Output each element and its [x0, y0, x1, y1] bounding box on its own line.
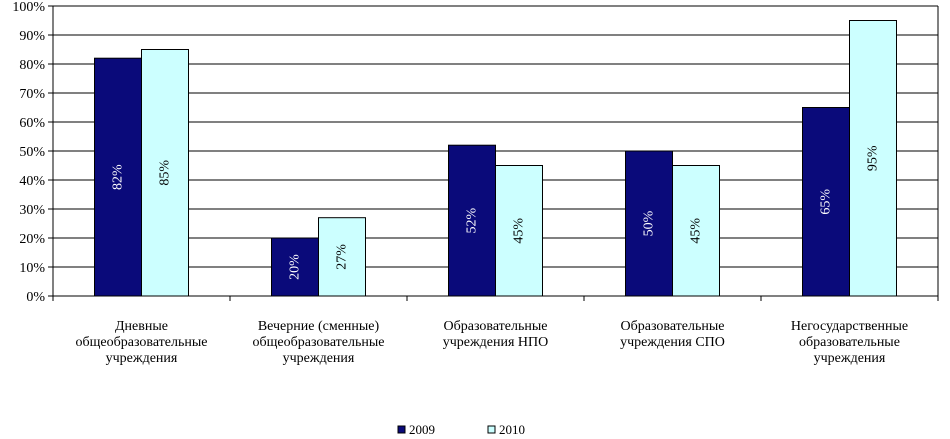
bar-2010-4: [849, 20, 897, 297]
data-label-2010-0: 85%: [158, 160, 173, 186]
category-label: Дневные: [115, 319, 168, 334]
category-label: учреждения: [283, 351, 355, 366]
data-label-2009-0: 82%: [111, 164, 126, 190]
category-label: общеобразовательные: [253, 335, 385, 350]
y-tick-label: 80%: [19, 58, 45, 73]
category-label: Негосударственные: [791, 319, 908, 334]
bar-2010-3: [672, 165, 720, 297]
data-label-2010-4: 95%: [866, 145, 881, 171]
legend-label-2010: 2010: [499, 422, 525, 437]
bar-2010-0: [141, 49, 189, 297]
legend-swatch-2009: [397, 425, 406, 434]
category-label: Вечерние (сменные): [258, 319, 380, 334]
bar-2009-4: [802, 107, 850, 297]
bar-2009-2: [448, 144, 496, 297]
category-label: учреждения: [814, 351, 886, 366]
data-label-2009-3: 50%: [642, 210, 657, 236]
category-label: образовательные: [799, 335, 900, 350]
y-tick-label: 40%: [19, 174, 45, 189]
y-tick-label: 60%: [19, 116, 45, 131]
y-tick-label: 30%: [19, 203, 45, 218]
data-label-2010-2: 45%: [512, 218, 527, 244]
category-label: учреждения НПО: [443, 335, 549, 350]
legend-label-2009: 2009: [409, 422, 435, 437]
legend-swatch-2010: [487, 425, 496, 434]
y-tick-label: 0%: [26, 290, 45, 305]
y-tick-label: 50%: [19, 145, 45, 160]
data-label-2009-1: 20%: [288, 254, 303, 280]
data-label-2009-2: 52%: [465, 207, 480, 233]
y-tick-label: 10%: [19, 261, 45, 276]
data-label-2010-1: 27%: [335, 244, 350, 270]
category-label: общеобразовательные: [76, 335, 208, 350]
category-label: учреждения СПО: [620, 335, 725, 350]
data-label-2010-3: 45%: [689, 218, 704, 244]
y-tick-label: 90%: [19, 29, 45, 44]
category-label: учреждения: [106, 351, 178, 366]
y-tick-label: 70%: [19, 87, 45, 102]
category-label: Образовательные: [444, 319, 548, 334]
bar-2010-2: [495, 165, 543, 297]
category-label: Образовательные: [621, 319, 725, 334]
y-tick-label: 100%: [12, 0, 45, 15]
bar-2009-3: [625, 150, 673, 297]
y-tick-label: 20%: [19, 232, 45, 247]
bar-2010-1: [318, 217, 366, 297]
data-label-2009-4: 65%: [819, 189, 834, 215]
